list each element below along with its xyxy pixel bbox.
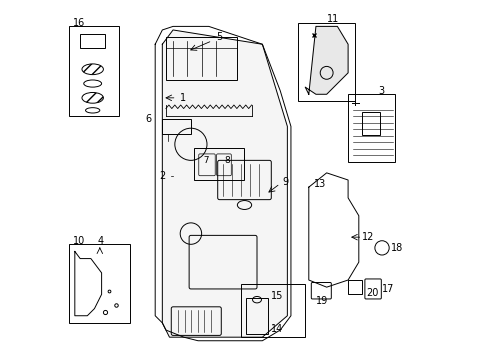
Bar [165,37,237,80]
Bar [298,23,354,102]
Text: 1: 1 [180,93,186,103]
Bar [69,244,130,323]
Text: 3: 3 [378,86,384,96]
Bar [69,26,119,116]
Bar [347,280,362,294]
Text: 11: 11 [326,14,338,24]
Text: 5: 5 [216,32,222,42]
Text: 4: 4 [98,236,104,246]
Bar [194,148,244,180]
Text: 19: 19 [315,296,327,306]
Text: 10: 10 [73,236,85,246]
Text: 15: 15 [271,291,283,301]
Bar [246,298,267,334]
Text: 6: 6 [145,114,151,124]
Text: 20: 20 [365,288,378,297]
Text: 14: 14 [271,324,283,334]
Bar [80,33,105,48]
Text: 13: 13 [313,179,326,189]
Text: 12: 12 [362,232,374,242]
Text: 18: 18 [390,243,403,253]
Text: 17: 17 [381,284,394,294]
Text: 16: 16 [73,18,85,28]
Bar [241,284,305,337]
Polygon shape [162,30,287,337]
Text: 9: 9 [282,177,287,187]
Text: 8: 8 [224,156,230,165]
Bar [347,94,394,162]
Polygon shape [305,26,347,94]
Bar [162,119,190,134]
Text: 7: 7 [198,156,209,165]
Text: 2: 2 [160,171,165,181]
Bar [362,112,380,135]
